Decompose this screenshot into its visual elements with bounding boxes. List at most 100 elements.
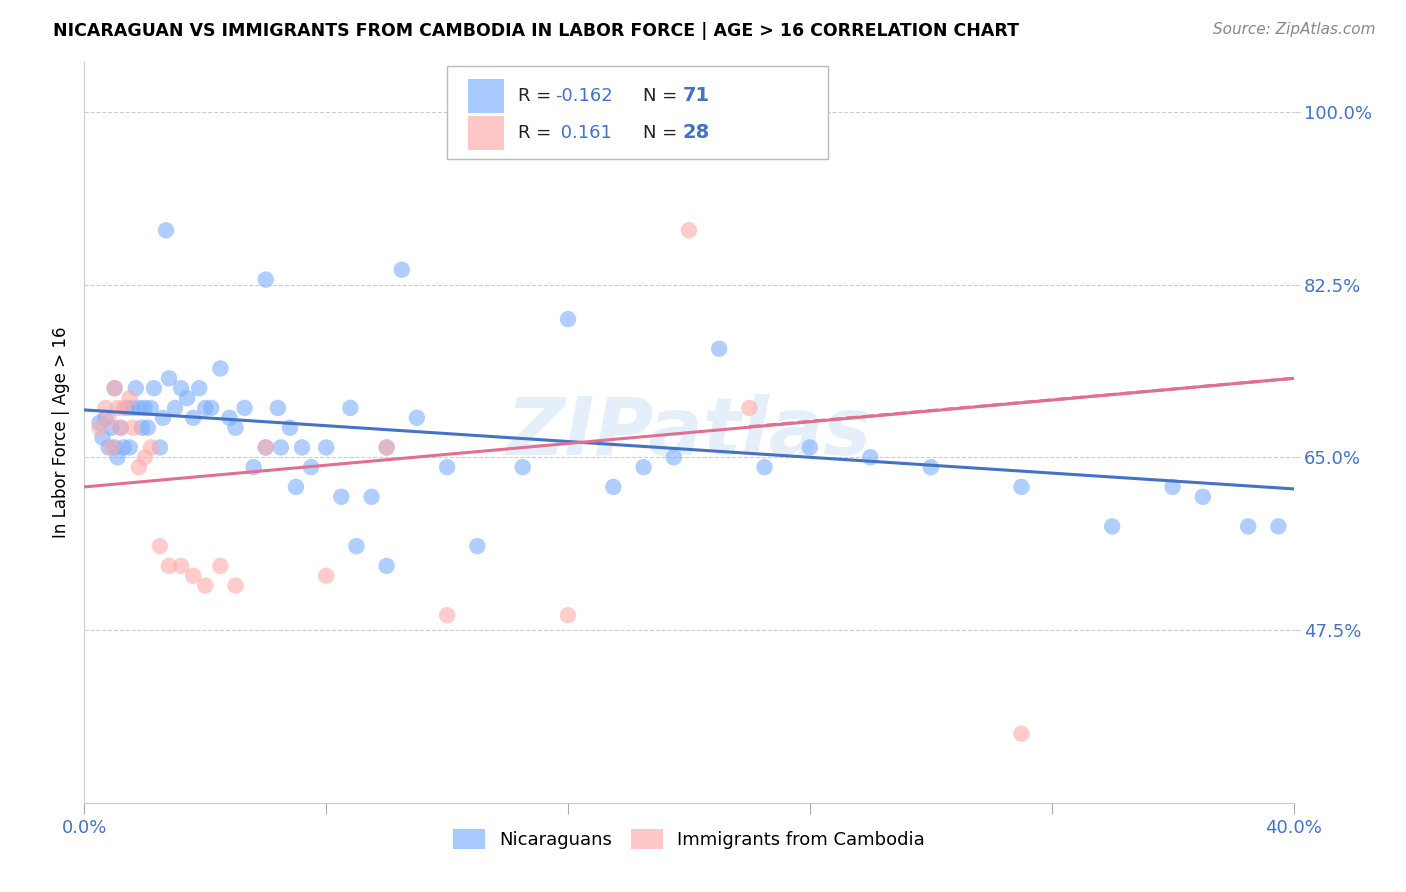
Point <box>170 558 193 573</box>
Text: 0.161: 0.161 <box>555 124 612 142</box>
Point <box>233 401 256 415</box>
Point <box>254 272 277 286</box>
Point <box>170 381 193 395</box>
Y-axis label: In Labor Force | Age > 16: In Labor Force | Age > 16 <box>52 326 70 539</box>
Point <box>94 401 117 415</box>
Text: 28: 28 <box>683 123 710 143</box>
Point <box>557 608 579 623</box>
Point <box>118 391 141 405</box>
Bar <box>468 78 503 112</box>
Text: N =: N = <box>643 124 683 142</box>
Point <box>97 410 120 425</box>
Bar <box>468 116 503 150</box>
Point <box>134 401 156 415</box>
Point <box>339 401 361 415</box>
Point <box>118 441 141 455</box>
Point <box>375 441 398 455</box>
Point <box>436 460 458 475</box>
Point <box>131 420 153 434</box>
Point <box>799 441 821 455</box>
Point <box>112 401 135 415</box>
Point <box>1161 480 1184 494</box>
Point <box>270 441 292 455</box>
Point <box>107 450 129 465</box>
Point <box>1011 480 1033 494</box>
Point <box>100 420 122 434</box>
Text: R =: R = <box>519 124 557 142</box>
Point <box>110 420 132 434</box>
Point <box>112 441 135 455</box>
Point <box>346 539 368 553</box>
Point <box>225 579 247 593</box>
Point <box>209 558 232 573</box>
Point <box>91 431 114 445</box>
Point <box>754 460 776 475</box>
Point <box>104 441 127 455</box>
Point <box>194 401 217 415</box>
Point <box>155 223 177 237</box>
Point <box>97 441 120 455</box>
Point <box>104 381 127 395</box>
Point <box>1101 519 1123 533</box>
Point <box>100 441 122 455</box>
Point <box>110 420 132 434</box>
Point <box>406 410 429 425</box>
Point <box>200 401 222 415</box>
Point <box>1267 519 1289 533</box>
Point <box>254 441 277 455</box>
Point <box>375 558 398 573</box>
Point <box>360 490 382 504</box>
Point <box>254 441 277 455</box>
Point <box>242 460 264 475</box>
Point <box>218 410 240 425</box>
Point <box>89 416 111 430</box>
Point <box>121 401 143 415</box>
Point <box>315 441 337 455</box>
Point <box>738 401 761 415</box>
Point <box>181 568 204 582</box>
Point <box>107 401 129 415</box>
Point <box>267 401 290 415</box>
Point <box>139 401 162 415</box>
Point <box>299 460 322 475</box>
Text: -0.162: -0.162 <box>555 87 613 104</box>
Point <box>121 420 143 434</box>
Point <box>436 608 458 623</box>
Point <box>557 312 579 326</box>
Point <box>89 420 111 434</box>
Point <box>188 381 211 395</box>
Point <box>391 262 413 277</box>
Point <box>920 460 942 475</box>
Point <box>181 410 204 425</box>
Point <box>176 391 198 405</box>
Point <box>128 460 150 475</box>
Point <box>139 441 162 455</box>
FancyBboxPatch shape <box>447 66 828 159</box>
Point <box>149 539 172 553</box>
Point <box>134 450 156 465</box>
Text: 71: 71 <box>683 87 710 105</box>
Point <box>678 223 700 237</box>
Point <box>142 381 165 395</box>
Text: ZIPatlas: ZIPatlas <box>506 393 872 472</box>
Point <box>125 381 148 395</box>
Point <box>152 410 174 425</box>
Point <box>1192 490 1215 504</box>
Point <box>633 460 655 475</box>
Point <box>149 441 172 455</box>
Point <box>291 441 314 455</box>
Point <box>330 490 353 504</box>
Text: N =: N = <box>643 87 683 104</box>
Point <box>375 441 398 455</box>
Text: Source: ZipAtlas.com: Source: ZipAtlas.com <box>1212 22 1375 37</box>
Point <box>662 450 685 465</box>
Text: NICARAGUAN VS IMMIGRANTS FROM CAMBODIA IN LABOR FORCE | AGE > 16 CORRELATION CHA: NICARAGUAN VS IMMIGRANTS FROM CAMBODIA I… <box>53 22 1019 40</box>
Point <box>602 480 624 494</box>
Point <box>209 361 232 376</box>
Point <box>157 371 180 385</box>
Point <box>104 381 127 395</box>
Legend: Nicaraguans, Immigrants from Cambodia: Nicaraguans, Immigrants from Cambodia <box>446 822 932 856</box>
Point <box>512 460 534 475</box>
Point <box>136 420 159 434</box>
Point <box>1237 519 1260 533</box>
